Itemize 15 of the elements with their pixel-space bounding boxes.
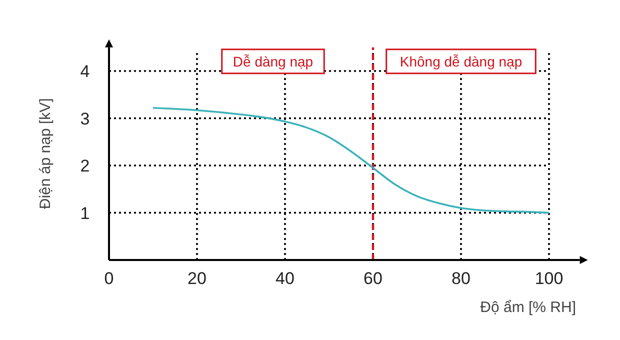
annotation: Dễ dàng nạp	[232, 53, 314, 70]
x-tick-label: 60	[364, 269, 382, 288]
y-tick-label: 4	[80, 62, 90, 81]
y-tick-label: 1	[80, 204, 90, 223]
x-tick-label: 100	[534, 269, 564, 288]
x-tick-label: 80	[452, 269, 470, 288]
y-tick-label: 2	[80, 156, 90, 176]
x-tick-label: 20	[188, 269, 206, 288]
annotation: Không dễ dàng nạp	[400, 53, 522, 70]
x-axis-title: Độ ẩm [% RH]	[480, 299, 576, 316]
y-axis-title: Điện áp nạp [kV]	[37, 98, 54, 210]
line-series	[152, 106, 550, 214]
x-tick-label: 40	[276, 269, 294, 288]
y-tick-label: 3	[80, 109, 90, 128]
x-tick-label: 0	[104, 269, 114, 288]
